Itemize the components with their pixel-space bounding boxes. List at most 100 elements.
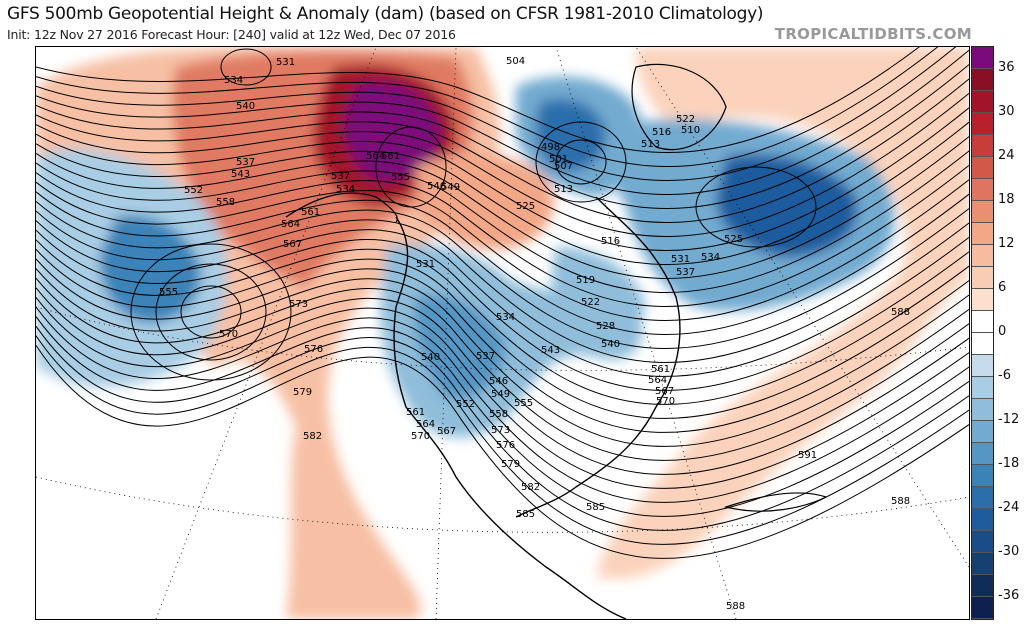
closed-contour	[220, 48, 272, 86]
closed-contour	[695, 166, 817, 248]
graticule	[36, 47, 969, 619]
contour-label: 534	[224, 75, 243, 86]
colorbar-segment	[972, 333, 993, 355]
height-contour-line	[36, 78, 969, 223]
contour-label: 585	[516, 509, 535, 520]
colorbar-tick-label: 0	[998, 324, 1007, 339]
coastlines	[285, 63, 828, 619]
colorbar-segment	[972, 355, 993, 377]
colorbar-segment	[972, 421, 993, 443]
contour-label: 555	[159, 287, 178, 298]
map-svg: 5315345405375435525585615645675555705735…	[36, 47, 969, 619]
contour-label: 516	[601, 236, 620, 247]
contour-label: 564	[416, 419, 435, 430]
height-contour-line	[36, 239, 969, 405]
colorbar-tick-label: 12	[998, 236, 1015, 251]
contour-label: 588	[726, 601, 745, 612]
negative-anomaly-pacific-core	[100, 215, 201, 323]
contour-label: 567	[437, 426, 456, 437]
height-contour-line	[36, 64, 969, 209]
contour-label: 522	[676, 114, 695, 125]
height-contour-line	[36, 150, 969, 293]
colorbar-segment	[972, 311, 993, 333]
anomaly-colorbar	[971, 46, 994, 620]
map-title: GFS 500mb Geopotential Height & Anomaly …	[7, 4, 764, 24]
height-contour-line	[36, 297, 969, 489]
height-contour-line	[36, 268, 969, 447]
colorbar-segment	[972, 465, 993, 487]
contour-label: 507	[554, 161, 573, 172]
contour-label: 546	[489, 376, 508, 387]
height-contour-line	[36, 316, 969, 517]
contour-label: 546	[427, 181, 446, 192]
contour-label: 558	[489, 409, 508, 420]
colorbar-segment	[972, 399, 993, 421]
contour-label: 564	[648, 375, 667, 386]
height-contour-line	[36, 335, 969, 545]
contour-label: 498	[541, 142, 560, 153]
contour-label: 537	[476, 351, 495, 362]
contour-label: 552	[456, 399, 475, 410]
contour-label: 570	[656, 396, 675, 407]
positive-anomaly-atlantic	[596, 47, 969, 579]
contour-label: 555	[391, 172, 410, 183]
contour-label: 522	[581, 297, 600, 308]
contour-label: 561	[651, 364, 670, 375]
negative-anomaly-west-us-core	[415, 295, 506, 399]
greenland-coastline	[631, 63, 727, 151]
colorbar-tick-label: -6	[998, 368, 1011, 383]
positive-anomaly-labrador	[416, 153, 555, 250]
height-contour-line	[36, 201, 969, 349]
height-contour-line	[36, 136, 969, 279]
colorbar-segment	[972, 531, 993, 553]
contour-label: 519	[576, 275, 595, 286]
contour-label: 588	[891, 307, 910, 318]
contour-label: 552	[184, 185, 203, 196]
closed-contour	[155, 263, 267, 361]
colorbar-tick-label: 30	[998, 104, 1015, 119]
height-contour-line	[36, 287, 969, 475]
negative-anomaly-north-atlantic-core	[716, 154, 858, 257]
height-contour-line	[36, 220, 969, 377]
height-contour-line	[36, 325, 969, 531]
height-contour-line	[36, 258, 969, 433]
negative-anomaly-hudson-core	[536, 98, 606, 172]
contour-label: 582	[303, 431, 322, 442]
colorbar-segment	[972, 289, 993, 311]
negative-anomaly-great-lakes	[552, 247, 646, 341]
closed-contour	[535, 121, 627, 203]
weather-map: 531 534 540 537 543 552 558 561 564 567 555 570 573 5…	[35, 46, 970, 620]
colorbar-segment	[972, 113, 993, 135]
contour-label: 570	[219, 329, 238, 340]
colorbar-segment	[972, 245, 993, 267]
colorbar-segment	[972, 223, 993, 245]
height-contour-line	[36, 165, 969, 307]
height-contour-line	[36, 93, 969, 237]
contour-label: 549	[491, 389, 510, 400]
height-contour-line	[36, 345, 969, 559]
contour-label: 576	[304, 344, 323, 355]
colorbar-tick-label: -36	[998, 588, 1020, 603]
contour-label: 561	[381, 151, 400, 162]
contour-label: 585	[586, 502, 605, 513]
contour-label: 567	[655, 386, 674, 397]
height-contour-line	[36, 179, 969, 321]
contour-label: 531	[416, 259, 435, 270]
colorbar-segment	[972, 553, 993, 575]
colorbar-segment	[972, 575, 993, 597]
contour-label: 579	[501, 459, 520, 470]
height-contour-line	[36, 107, 969, 251]
contour-label: 501	[549, 154, 568, 165]
contour-label: 540	[601, 339, 620, 350]
contour-label: 588	[891, 496, 910, 507]
colorbar-tick-label: 24	[998, 148, 1015, 163]
colorbar-segment	[972, 597, 993, 619]
alaska-coastline	[285, 192, 398, 223]
contour-label: 573	[491, 425, 510, 436]
contour-label: 561	[406, 407, 425, 418]
north-america-coastline	[393, 196, 681, 619]
height-contour-line	[36, 277, 969, 461]
anomaly-fill	[36, 47, 969, 619]
colorbar-tick-label: -30	[998, 544, 1020, 559]
contour-label: 564	[281, 219, 300, 230]
